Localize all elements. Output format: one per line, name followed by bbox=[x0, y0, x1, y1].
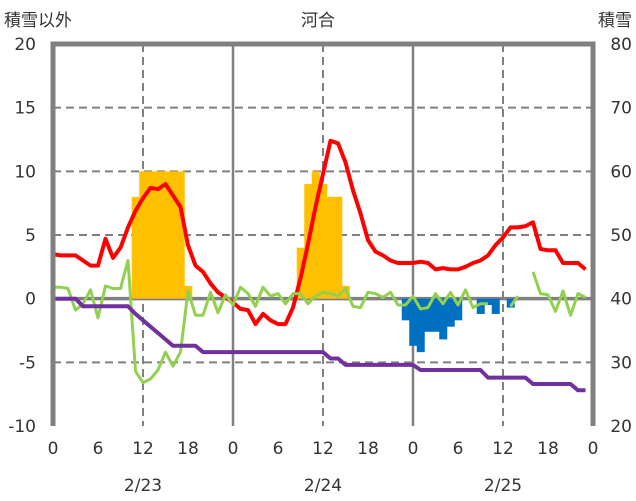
snowfall-bar bbox=[139, 171, 148, 299]
negative-bar bbox=[424, 298, 433, 332]
y-right-tick-label: 50 bbox=[610, 226, 632, 246]
negative-bar bbox=[446, 298, 455, 327]
date-label: 2/24 bbox=[304, 476, 342, 496]
y-left-tick-label: 0 bbox=[25, 290, 36, 310]
right-axis-title: 積雪 bbox=[598, 11, 632, 31]
series-lines bbox=[52, 138, 587, 393]
y-left-tick-label: 10 bbox=[14, 162, 36, 182]
x-tick-label: 6 bbox=[93, 439, 104, 459]
negative-bar bbox=[454, 298, 463, 321]
plot-border bbox=[50, 41, 596, 426]
y-left-tick-label: 20 bbox=[14, 35, 36, 55]
negative-bar bbox=[506, 298, 515, 308]
x-tick-label: 0 bbox=[408, 439, 419, 459]
x-tick-label: 6 bbox=[273, 439, 284, 459]
negative-bar bbox=[409, 298, 418, 346]
snowfall-bar bbox=[311, 171, 320, 299]
y-left-tick-label: 15 bbox=[14, 99, 36, 119]
snowfall-bar bbox=[169, 171, 178, 299]
x-tick-label: 12 bbox=[132, 439, 154, 459]
negative-bar bbox=[401, 298, 410, 321]
purple-series-line bbox=[53, 296, 586, 393]
green-series-line bbox=[53, 259, 587, 385]
snowfall-bar bbox=[334, 196, 343, 299]
snowfall-bar bbox=[326, 196, 335, 299]
negative-bar bbox=[491, 298, 500, 314]
x-tick-label: 0 bbox=[588, 439, 599, 459]
x-tick-label: 0 bbox=[48, 439, 59, 459]
y-right-tick-label: 30 bbox=[610, 353, 632, 373]
x-tick-label: 12 bbox=[312, 439, 334, 459]
y-left-tick-label: 5 bbox=[25, 226, 36, 246]
red-series-line bbox=[52, 138, 587, 327]
plot-frame bbox=[50, 41, 596, 426]
x-tick-label: 18 bbox=[357, 439, 379, 459]
bars bbox=[131, 171, 515, 353]
y-right-tick-label: 20 bbox=[610, 417, 632, 437]
negative-bar bbox=[476, 298, 485, 314]
x-tick-label: 18 bbox=[537, 439, 559, 459]
snowfall-bar bbox=[176, 171, 185, 299]
negative-bar bbox=[439, 298, 448, 340]
y-left-tick-label: -5 bbox=[19, 353, 36, 373]
snowfall-bar bbox=[161, 171, 170, 299]
x-tick-label: 0 bbox=[228, 439, 239, 459]
y-right-tick-label: 70 bbox=[610, 99, 632, 119]
snowfall-bar bbox=[154, 171, 163, 299]
negative-bar bbox=[431, 298, 440, 332]
y-left-tick-label: -10 bbox=[8, 417, 36, 437]
negative-bar bbox=[484, 298, 493, 306]
x-tick-label: 12 bbox=[492, 439, 514, 459]
negative-bar bbox=[416, 298, 425, 353]
date-label: 2/23 bbox=[124, 476, 162, 496]
snowfall-bar bbox=[131, 196, 140, 299]
chart-title: 河合 bbox=[301, 11, 335, 31]
date-label: 2/25 bbox=[484, 476, 522, 496]
x-tick-label: 18 bbox=[177, 439, 199, 459]
snowfall-bar bbox=[146, 171, 155, 299]
x-tick-label: 6 bbox=[453, 439, 464, 459]
y-right-tick-label: 80 bbox=[610, 35, 632, 55]
snowfall-bar bbox=[319, 184, 328, 299]
y-right-tick-label: 40 bbox=[610, 290, 632, 310]
left-axis-title: 積雪以外 bbox=[4, 11, 72, 31]
y-right-tick-label: 60 bbox=[610, 162, 632, 182]
